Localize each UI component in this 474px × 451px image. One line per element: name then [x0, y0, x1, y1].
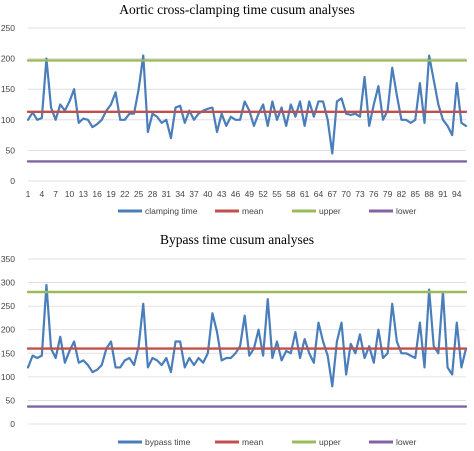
- x-tick-label: 43: [217, 189, 227, 199]
- x-tick-label: 88: [424, 189, 434, 199]
- x-tick-label: 46: [231, 189, 241, 199]
- chart-clamping: Aortic cross-clamping time cusum analyse…: [1, 2, 468, 216]
- x-tick-label: 4: [39, 189, 44, 199]
- legend: clamping time mean upper lower: [118, 206, 416, 216]
- series-line-clamping-time: [26, 54, 468, 155]
- series-line-bypass-time: [26, 283, 468, 388]
- legend-item: upper: [292, 437, 341, 447]
- chart-bypass: Bypass time cusum analyses 0 50 100 150 200 2…: [1, 232, 468, 447]
- x-tick-label: 61: [300, 189, 310, 199]
- y-tick-label: 150: [1, 348, 15, 358]
- x-tick-label: 13: [79, 189, 89, 199]
- series-lines: [26, 283, 468, 408]
- x-tick-label: 79: [383, 189, 393, 199]
- legend-label: lower: [396, 437, 416, 447]
- y-tick-label: 200: [1, 54, 15, 64]
- legend-label: mean: [242, 206, 264, 216]
- legend-label: lower: [396, 206, 416, 216]
- x-tick-label: 10: [65, 189, 75, 199]
- x-tick-label: 16: [92, 189, 102, 199]
- x-tick-label: 7: [53, 189, 58, 199]
- x-tick-label: 85: [411, 189, 421, 199]
- x-tick-label: 91: [438, 189, 448, 199]
- y-tick-labels: 0 50 100 150 200 250: [1, 23, 15, 186]
- y-tick-label: 0: [10, 419, 15, 429]
- y-tick-label: 0: [10, 176, 15, 186]
- chart-title: Aortic cross-clamping time cusum analyse…: [119, 2, 354, 17]
- x-tick-label: 34: [175, 189, 185, 199]
- legend: bypass time mean upper lower: [118, 437, 416, 447]
- x-tick-label: 55: [272, 189, 282, 199]
- x-tick-label: 22: [120, 189, 130, 199]
- x-tick-label: 25: [134, 189, 144, 199]
- y-tick-label: 100: [1, 372, 15, 382]
- legend-item: mean: [215, 437, 264, 447]
- x-tick-label: 1: [26, 189, 31, 199]
- y-tick-label: 50: [6, 145, 16, 155]
- x-tick-label: 67: [328, 189, 338, 199]
- x-tick-label: 64: [314, 189, 324, 199]
- x-tick-label: 37: [189, 189, 199, 199]
- x-tick-label: 40: [203, 189, 213, 199]
- x-tick-label: 70: [341, 189, 351, 199]
- y-tick-labels: 0 50 100 150 200 250 300 350: [1, 254, 15, 429]
- y-tick-label: 350: [1, 254, 15, 264]
- legend-label: upper: [319, 206, 341, 216]
- legend-label: clamping time: [145, 206, 198, 216]
- y-tick-label: 50: [6, 395, 16, 405]
- legend-item: lower: [369, 437, 416, 447]
- x-tick-label: 76: [369, 189, 379, 199]
- legend-item: clamping time: [118, 206, 198, 216]
- x-tick-label: 94: [452, 189, 462, 199]
- legend-label: bypass time: [145, 437, 191, 447]
- series-lines: [26, 54, 468, 163]
- y-tick-label: 100: [1, 115, 15, 125]
- chart-title: Bypass time cusum analyses: [160, 232, 314, 247]
- x-tick-label: 73: [355, 189, 365, 199]
- y-tick-label: 150: [1, 84, 15, 94]
- legend-item: bypass time: [118, 437, 191, 447]
- x-tick-label: 82: [397, 189, 407, 199]
- x-tick-labels: 1 4 7 10 13 16 19 22 25 28 31 34 37 40 43 46 49 52 55 58 61 6…: [26, 189, 462, 199]
- legend-label: upper: [319, 437, 341, 447]
- y-tick-label: 250: [1, 301, 15, 311]
- x-tick-label: 19: [106, 189, 116, 199]
- legend-item: upper: [292, 206, 341, 216]
- x-tick-label: 31: [162, 189, 172, 199]
- y-tick-label: 300: [1, 278, 15, 288]
- x-tick-label: 52: [258, 189, 268, 199]
- legend-item: mean: [215, 206, 264, 216]
- y-tick-label: 250: [1, 23, 15, 33]
- x-tick-label: 58: [286, 189, 296, 199]
- y-tick-label: 200: [1, 325, 15, 335]
- legend-label: mean: [242, 437, 264, 447]
- legend-item: lower: [369, 206, 416, 216]
- x-tick-label: 49: [245, 189, 255, 199]
- x-tick-label: 28: [148, 189, 158, 199]
